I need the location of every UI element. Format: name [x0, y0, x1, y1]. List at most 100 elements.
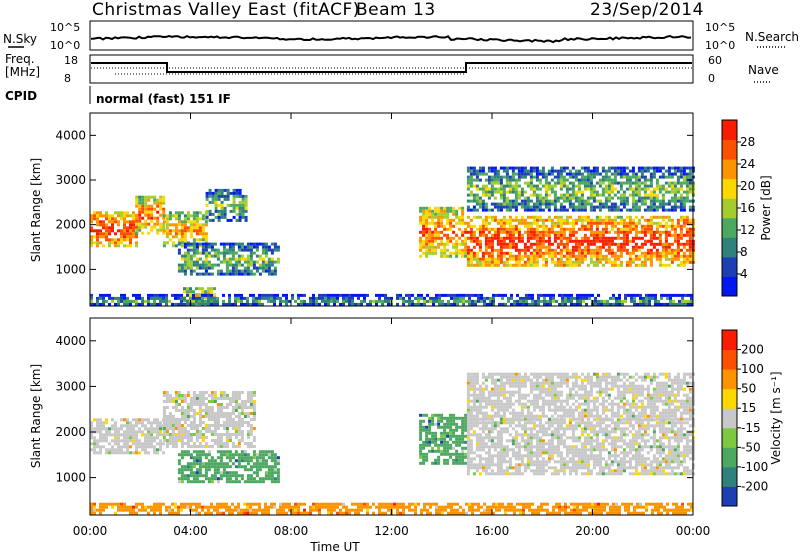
power-echo-cell	[499, 236, 503, 240]
velocity-echo-cell	[228, 471, 232, 475]
power-echo-cell	[588, 293, 591, 297]
power-echo-cell	[664, 224, 668, 228]
velocity-echo-cell	[228, 465, 232, 469]
velocity-echo-cell	[496, 436, 500, 440]
velocity-echo-cell	[129, 445, 132, 449]
power-echo-cell	[198, 296, 201, 300]
power-echo-cell	[238, 194, 242, 198]
power-echo-cell	[667, 224, 671, 228]
power-echo-cell	[204, 269, 208, 273]
velocity-echo-cell	[102, 433, 105, 437]
power-echo-cell	[646, 196, 650, 200]
power-echo-cell	[117, 244, 120, 248]
velocity-echo-cell	[526, 427, 530, 431]
velocity-echo-cell	[216, 456, 220, 460]
power-echo-cell	[601, 227, 605, 231]
power-echo-cell	[486, 302, 489, 306]
power-echo-cell	[631, 205, 635, 209]
velocity-echo-cell	[478, 457, 482, 461]
power-echo-cell	[490, 202, 494, 206]
power-echo-cell	[126, 214, 129, 218]
power-echo-cell	[159, 222, 163, 226]
velocity-echo-cell	[475, 433, 479, 437]
velocity-echo-cell	[487, 430, 491, 434]
power-echo-cell	[529, 166, 533, 170]
power-echo-cell	[538, 215, 542, 219]
power-echo-cell	[571, 227, 575, 231]
power-echo-cell	[507, 299, 510, 303]
power-echo-cell	[431, 245, 435, 249]
power-echo-cell	[214, 197, 218, 201]
power-echo-cell	[634, 221, 638, 225]
power-echo-cell	[610, 227, 614, 231]
velocity-echo-cell	[219, 474, 223, 478]
velocity-echo-cell	[165, 430, 169, 433]
power-echo-cell	[649, 193, 653, 197]
power-echo-cell	[643, 227, 647, 231]
power-echo-cell	[162, 210, 166, 214]
power-echo-cell	[499, 242, 503, 246]
power-echo-cell	[508, 187, 512, 191]
power-echo-cell	[419, 206, 423, 210]
power-echo-cell	[610, 224, 614, 228]
power-echo-cell	[682, 172, 686, 176]
power-echo-cell	[670, 257, 674, 261]
power-echo-cell	[472, 184, 476, 188]
power-echo-cell	[189, 244, 193, 248]
velocity-echo-cell	[249, 477, 253, 481]
velocity-echo-cell	[183, 453, 187, 457]
velocity-echo-cell	[225, 474, 229, 478]
power-echo-cell	[419, 221, 423, 225]
power-echo-cell	[517, 184, 521, 188]
velocity-echo-cell	[452, 422, 456, 426]
power-echo-cell	[645, 302, 648, 306]
power-echo-cell	[195, 293, 198, 297]
velocity-echo-cell	[252, 436, 256, 439]
power-echo-cell	[634, 172, 638, 176]
velocity-echo-cell	[452, 446, 456, 450]
velocity-echo-cell	[132, 418, 135, 422]
power-echo-cell	[201, 299, 204, 303]
power-echo-cell	[511, 230, 515, 234]
velocity-echo-cell	[466, 469, 470, 473]
power-echo-cell	[619, 172, 623, 176]
power-echo-cell	[528, 296, 531, 300]
velocity-echo-cell	[213, 400, 217, 403]
power-echo-cell	[449, 251, 453, 255]
power-echo-cell	[255, 248, 259, 252]
power-echo-cell	[261, 248, 265, 252]
velocity-echo-cell	[156, 427, 159, 431]
power-echo-cell	[471, 302, 474, 306]
power-echo-cell	[234, 299, 237, 303]
power-echo-cell	[464, 245, 468, 249]
power-echo-cell	[499, 239, 503, 243]
power-echo-cell	[607, 221, 611, 225]
velocity-echo-cell	[141, 421, 144, 425]
power-echo-cell	[481, 230, 485, 234]
power-echo-cell	[499, 248, 503, 252]
power-echo-cell	[568, 233, 572, 237]
power-echo-cell	[541, 254, 545, 258]
power-echo-cell	[220, 215, 224, 219]
velocity-echo-cell	[96, 427, 99, 431]
velocity-echo-cell	[201, 465, 205, 469]
velocity-echo-cell	[487, 472, 491, 476]
power-echo-cell	[604, 184, 608, 188]
velocity-echo-cell	[261, 477, 265, 481]
velocity-echo-cell	[440, 440, 444, 444]
power-echo-cell	[246, 302, 249, 306]
velocity-echo-cell	[419, 443, 423, 447]
power-echo-cell	[231, 257, 235, 261]
power-echo-cell	[637, 208, 641, 212]
velocity-echo-cell	[219, 403, 223, 406]
power-echo-cell	[682, 169, 686, 173]
power-echo-cell	[556, 181, 560, 185]
velocity-echo-cell	[195, 453, 199, 457]
velocity-echo-cell	[219, 433, 223, 436]
velocity-echo-cell	[198, 459, 202, 463]
velocity-echo-cell	[428, 428, 432, 432]
power-echo-cell	[682, 181, 686, 185]
velocity-echo-cell	[508, 472, 512, 476]
power-echo-cell	[525, 296, 528, 300]
